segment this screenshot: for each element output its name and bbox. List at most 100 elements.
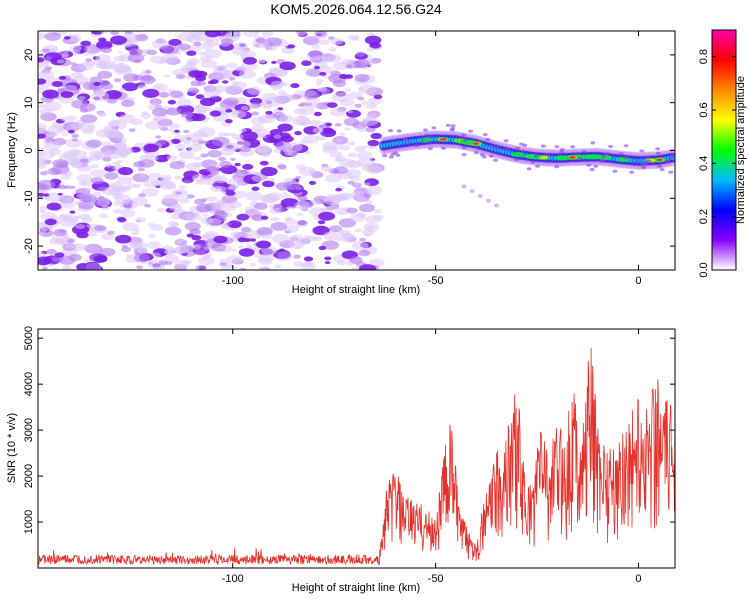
noise-cell [263,104,272,109]
noise-cell [76,193,84,198]
track-speck [669,153,675,157]
noise-cell [336,260,346,266]
noise-cell [331,92,351,102]
track-speck [493,158,499,162]
noise-cell [287,44,296,49]
track-speck [657,164,663,168]
track-hotspot [510,152,525,157]
noise-cell [64,243,75,249]
noise-cell [354,146,366,152]
noise-cell [217,156,227,162]
noise-cell [148,172,162,180]
noise-cell [215,70,233,80]
noise-cell [339,233,357,243]
noise-cell [152,108,168,117]
track-speck [479,153,485,157]
noise-cell [312,127,324,134]
noise-cell [62,150,79,159]
noise-cell [253,202,268,210]
noise-cell [49,238,62,245]
noise-cell [183,180,191,184]
noise-cell [38,157,45,163]
noise-cell [240,226,252,233]
noise-cell [359,264,377,270]
noise-cell [108,120,121,127]
noise-cell [118,114,136,124]
heatmap-cells [38,31,675,270]
noise-cell [356,151,373,160]
noise-cell [118,167,133,176]
noise-cell [315,135,326,141]
noise-cell [276,251,291,260]
track-speck [664,159,670,163]
noise-cell [169,203,183,211]
noise-cell [266,192,283,201]
noise-cell [333,61,349,71]
noise-cell [71,133,79,138]
noise-cell [193,156,202,161]
noise-cell [45,56,52,60]
noise-cell [324,256,332,261]
noise-cell [99,213,109,219]
noise-cell [202,213,208,217]
noise-cell [67,129,75,134]
noise-cell [261,246,278,256]
noise-cell [43,193,50,197]
noise-cell [80,158,89,164]
track-speck [655,147,661,151]
noise-cell [70,62,77,66]
noise-cell [234,66,245,72]
noise-cell [148,233,156,238]
noise-cell [69,210,76,214]
noise-cell [184,221,201,231]
noise-cell [237,237,247,243]
noise-cell [150,224,164,231]
noise-cell [319,207,329,213]
noise-cell [64,197,74,202]
noise-cell [239,146,251,153]
noise-cell [65,138,83,148]
track-speck [388,129,393,133]
track-speck [504,147,510,152]
noise-cell [135,217,146,223]
noise-cell [297,103,304,107]
noise-cell [204,140,210,144]
noise-cell [205,252,213,257]
noise-cell [78,96,86,100]
noise-cell [95,54,111,63]
track-speck [629,170,635,174]
noise-cell [174,175,182,180]
noise-cell [168,38,182,47]
noise-cell [44,66,53,71]
noise-cell [311,44,320,50]
noise-cell [169,161,185,170]
noise-cell [174,245,190,254]
noise-cell [222,80,229,84]
noise-cell [151,180,164,187]
noise-cell [121,82,139,92]
track-speck [623,144,629,148]
noise-cell [97,111,106,117]
noise-cell [116,176,133,185]
snr-y-axis-label: SNR (10 * v/v) [6,413,18,483]
noise-cell [228,77,236,81]
track-speck [641,162,647,166]
track-speck [535,164,540,168]
noise-cell [188,70,203,78]
track-speck [427,147,433,151]
noise-cell [344,127,351,131]
track-speck [503,139,509,143]
noise-cell [110,133,124,141]
noise-cell [99,247,116,257]
noise-cell [198,256,215,266]
noise-cell [297,195,308,201]
noise-cell [255,37,266,44]
noise-cell [242,163,254,170]
noise-cell [284,224,299,233]
noise-cell [190,80,202,87]
noise-cell [185,162,201,171]
noise-cell [54,252,65,258]
noise-cell [38,127,46,135]
noise-cell [368,258,385,267]
